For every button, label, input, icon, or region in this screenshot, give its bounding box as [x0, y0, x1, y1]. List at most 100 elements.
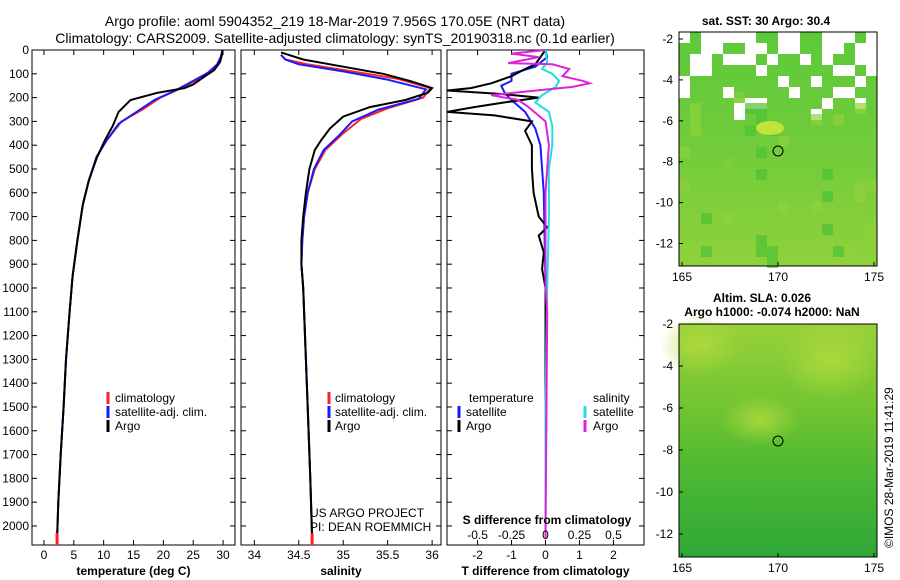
- sst-cloud-cell: [789, 87, 800, 98]
- sst-cloud-cell: [723, 87, 734, 98]
- series-temperature-argo: [447, 50, 549, 538]
- sst-cloud-cell: [756, 65, 767, 76]
- sst-cloud-cell: [734, 109, 745, 120]
- legend2-satellite-label: satellite-adj. clim.: [335, 405, 427, 419]
- sst-texture-cell: [855, 103, 866, 114]
- sst-cloud-cell: [822, 54, 833, 65]
- y-tick-label: 500: [9, 162, 29, 176]
- sst-texture-cell: [690, 103, 701, 114]
- sst-cloud-cell: [701, 43, 712, 54]
- map-x-tick-label: 170: [768, 561, 788, 575]
- salinity-panel: 34 34.5 35 35.5 36 salinity: [240, 49, 442, 578]
- sst-texture-cell: [690, 125, 701, 136]
- legend-satellite-label: satellite-adj. clim.: [115, 405, 207, 419]
- sla-map-highlight: [780, 320, 880, 400]
- y-tick-label: 1600: [2, 424, 29, 438]
- y-tick-label: 1400: [2, 376, 29, 390]
- y-tick-label: 2000: [2, 519, 29, 533]
- difference-legend: temperature satellite Argo salinity sate…: [457, 391, 634, 433]
- sst-cloud-cell: [756, 43, 767, 54]
- sst-texture-cell: [756, 114, 767, 125]
- sst-cloud-cell: [701, 65, 712, 76]
- map-y-tick-label: -2: [662, 32, 673, 46]
- x-axis-label: T difference from climatology: [461, 564, 629, 578]
- series-argo: [56, 50, 224, 538]
- sdiff-tick-label: 0.25: [568, 528, 592, 542]
- x-tick-label: 0: [542, 548, 549, 562]
- legend-argo-label: Argo: [115, 419, 141, 433]
- sst-texture-cell: [756, 147, 767, 158]
- sst-cloud-cell: [712, 32, 723, 43]
- series-salinity-argo: [491, 50, 594, 538]
- sst-texture-cell: [855, 191, 866, 202]
- sla-map-highlight: [720, 395, 800, 445]
- x-axis-label: temperature (deg C): [76, 564, 190, 578]
- y-tick-label: 1300: [2, 352, 29, 366]
- sla-map-highlight: [660, 315, 740, 375]
- sst-texture-cell: [833, 114, 844, 125]
- y-tick-label: 1000: [2, 281, 29, 295]
- y-tick-label: 1200: [2, 329, 29, 343]
- y-tick-label: 1900: [2, 495, 29, 509]
- x-axis-label: salinity: [320, 564, 362, 578]
- sdiff-tick-labels: -0.5 -0.25 0 0.25 0.5: [467, 528, 622, 542]
- sst-argo-marker: [772, 145, 784, 157]
- legend3-tsat-label: satellite: [466, 405, 507, 419]
- sst-texture-cell: [822, 169, 833, 180]
- sla-map-title1: Altim. SLA: 0.026: [713, 291, 811, 305]
- plot-frame: [240, 49, 442, 546]
- y-tick-label: 0: [22, 43, 29, 57]
- sst-texture-cell: [811, 202, 822, 213]
- x-tick-label: 10: [97, 548, 111, 562]
- sst-cloud-cell: [866, 43, 877, 54]
- map-x-tick-label: 170: [768, 270, 788, 284]
- sst-cloud-cell: [844, 87, 855, 98]
- difference-panel: -2 -1 0 1 2 T difference from climatology: [446, 49, 645, 578]
- legend3-salinity-title: salinity: [593, 391, 630, 405]
- x-tick-label: 5: [70, 548, 77, 562]
- sst-texture-cell: [745, 125, 756, 136]
- sst-cloud-cell: [855, 76, 866, 87]
- sst-cloud-cell: [778, 32, 789, 43]
- map-y-tick-label: -4: [662, 73, 673, 87]
- x-tick-label: 20: [157, 548, 171, 562]
- sst-texture-cell: [734, 92, 745, 103]
- sst-cloud-cell: [844, 65, 855, 76]
- sst-cloud-cell: [844, 32, 855, 43]
- sst-cloud-cell: [778, 43, 789, 54]
- sst-cloud-cell: [723, 32, 734, 43]
- sst-cloud-cell: [712, 43, 723, 54]
- sst-texture-cell: [866, 224, 877, 235]
- sst-texture-cell: [811, 114, 822, 125]
- map-x-tick-label: 165: [672, 270, 692, 284]
- header-line1: Argo profile: aoml 5904352_219 18-Mar-20…: [105, 13, 565, 29]
- sla-map: Altim. SLA: 0.026 Argo h1000: -0.074 h20…: [656, 291, 885, 575]
- temperature-legend: climatology satellite-adj. clim. Argo: [106, 391, 207, 433]
- imos-watermark: ©IMOS 28-Mar-2019 11:41:29: [882, 387, 896, 548]
- sst-texture-cell: [756, 235, 767, 246]
- sdiff-tick-label: -0.5: [467, 528, 488, 542]
- sst-cloud-cell: [866, 54, 877, 65]
- sdiff-tick-label: -0.25: [498, 528, 526, 542]
- map-y-tick-label: -12: [656, 527, 674, 541]
- map-y-tick-label: -6: [662, 114, 673, 128]
- sst-cloud-cell: [778, 76, 789, 87]
- salinity-legend: climatology satellite-adj. clim. Argo: [327, 391, 427, 433]
- sst-map-title: sat. SST: 30 Argo: 30.4: [702, 14, 831, 28]
- sst-cloud-cell: [833, 87, 844, 98]
- x-tick-label: 30: [216, 548, 230, 562]
- sst-cloud-cell: [679, 32, 690, 43]
- sst-cloud-cell: [679, 76, 690, 87]
- legend-climatology-label: climatology: [115, 391, 175, 405]
- sst-texture-cell: [745, 103, 756, 114]
- sst-cloud-cell: [811, 76, 822, 87]
- y-tick-label: 400: [9, 138, 29, 152]
- sst-texture-cell: [723, 158, 734, 169]
- sst-cloud-cell: [767, 54, 778, 65]
- map-y-tick-label: -8: [662, 443, 673, 457]
- x-tick-label: 2: [610, 548, 617, 562]
- sst-texture-cell: [822, 191, 833, 202]
- legend3-sargo-label: Argo: [593, 419, 619, 433]
- sst-cloud-cell: [833, 65, 844, 76]
